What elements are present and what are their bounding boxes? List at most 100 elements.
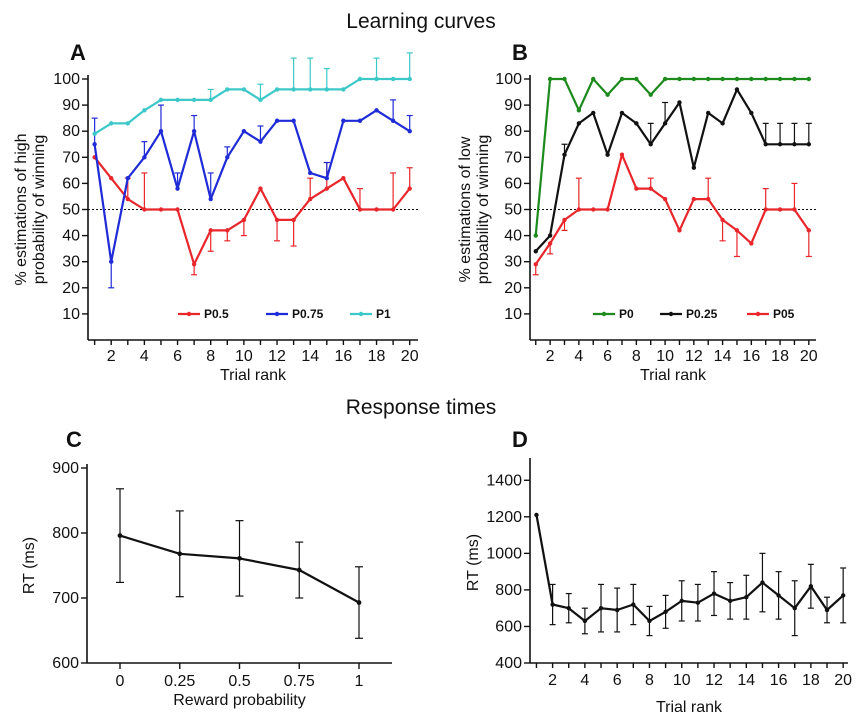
panel-b-series-p0-25-point-10 [662,121,668,126]
panel-b-x-tick-label-6: 6 [603,348,612,365]
panel-d-point-10 [679,598,684,604]
panel-b-series-p0-point-2 [547,76,553,82]
panel-b-x-tick-label-10: 10 [656,348,674,365]
panel-a-y-tick-label-90: 90 [62,97,80,114]
panel-d-y-tick-label-1200: 1200 [486,509,522,526]
panel-d-point-16 [776,593,781,598]
panel-a-x-tick-label-6: 6 [173,348,182,365]
panel-b-series-p0-point-9 [648,92,653,97]
panel-b-series-p05-point-17 [763,207,768,212]
panel-b-series-p0-point-7 [619,76,625,82]
panel-d-point-20 [840,593,846,598]
panel-a-series-p1-point-20 [407,76,412,82]
panel-a-series-p1-point-18 [374,76,379,82]
panel-b-x-tick-label-20: 20 [800,348,818,365]
panel-c-y-tick-label-600: 600 [52,655,79,672]
panel-d-letter: D [512,427,528,452]
panel-b-series-p0-25-point-6 [605,152,610,157]
panel-a-series-p0-5-point-20 [407,186,412,191]
panel-b-y-tick-label-10: 10 [504,306,522,323]
panel-a-series-p1-point-14 [308,87,313,92]
panel-d-point-19 [824,607,830,613]
panel-a-y-axis-title-line-1: % estimations of high [13,133,30,285]
panel-a-series-p1-point-17 [357,76,363,82]
panel-b-series-p0-point-1 [533,233,538,238]
panel-b-y-tick-label-60: 60 [504,175,522,192]
panel-d-x-tick-label-10: 10 [673,672,691,689]
panel-b-series-p0-25-point-7 [619,110,625,116]
panel-d-point-4 [582,618,588,624]
panel-b-series-p05-point-15 [734,228,740,233]
panel-d-y-tick-label-400: 400 [495,655,522,672]
panel-c-x-tick-label-0-75: 0.75 [284,673,315,690]
panel-a-y-tick-label-60: 60 [62,175,80,192]
panel-a-x-tick-label-8: 8 [206,348,215,365]
panel-b-series-p0-25-point-11 [677,100,682,105]
panel-b-series-p05-point-10 [662,196,668,202]
panel-a-y-tick-label-10: 10 [62,306,80,323]
panel-c-x-tick-label-0-5: 0.5 [228,673,250,690]
panel-d-point-9 [663,609,668,615]
panel-b-series-p05-point-18 [777,207,783,212]
panel-b-y-tick-label-90: 90 [504,97,522,114]
panel-c-y-tick-label-800: 800 [52,525,79,542]
panel-c-point-1 [356,600,362,605]
panel-b-series-p0-25-point-19 [792,142,797,147]
panel-a-series-p0-5-point-2 [109,175,114,181]
panel-b-legend-p05-swatch-marker [755,311,761,317]
panel-a-series-p0-75-point-5 [158,129,164,134]
panel-a-y-tick-label-100: 100 [53,71,80,88]
panel-d-y-tick-label-600: 600 [495,618,522,635]
panel-a-legend-p0-5-label: P0.5 [204,307,229,321]
panel-b-legend-p0-25-swatch-marker [668,311,674,317]
panel-b-series-p05-point-19 [792,207,797,212]
panel-b-y-tick-label-70: 70 [504,149,522,166]
panel-b-y-axis-title: % estimations of lowprobability of winni… [457,135,492,284]
panel-a-x-axis-title: Trial rank [220,367,287,384]
panel-b-series-p0-25-point-4 [576,121,582,126]
panel-c-point-0-25 [177,551,183,557]
panel-a-series-p0-5-point-13 [291,217,296,223]
panel-b-series-p0-point-3 [562,76,567,82]
panel-b-x-tick-label-14: 14 [714,348,732,365]
panel-b-series-p05-point-1 [533,262,538,267]
panel-a-series-p1-point-8 [208,97,213,103]
panel-a-series-p0-75-point-11 [258,139,263,144]
panel-a-series-p0-75-point-3 [125,175,130,181]
panel-a-series-p1-point-6 [175,97,180,103]
panel-b-series-p05-point-8 [634,186,639,191]
panel-b-series-p0-25-point-9 [648,142,653,147]
panel-a-y-tick-label-70: 70 [62,149,80,166]
panel-b-x-tick-label-2: 2 [546,348,555,365]
panel-a-series-p1-point-2 [109,121,114,126]
panel-b-series-p0-point-17 [763,76,768,82]
panel-a-x-tick-label-10: 10 [235,348,253,365]
panel-b-series-p05-point-11 [677,228,682,233]
panel-d-point-13 [727,598,733,604]
panel-d-point-14 [744,595,749,600]
panel-d-y-tick-label-800: 800 [495,582,522,599]
panel-d-x-tick-label-2: 2 [548,672,557,689]
panel-a-series-p0-75-point-1 [92,142,97,147]
panel-b-series-p0-point-13 [706,76,711,82]
panel-a-series-p0-75-point-7 [191,129,197,134]
panel-d-x-tick-label-6: 6 [613,672,622,689]
panel-a-series-p1-point-16 [341,87,346,92]
panel-a-x-tick-label-12: 12 [268,348,286,365]
panel-d-point-7 [631,602,636,607]
panel-a-x-tick-label-16: 16 [334,348,352,365]
panel-b-y-tick-label-100: 100 [495,71,522,88]
panel-a-series-p0-5-point-6 [175,207,180,212]
panel-b-y-tick-label-40: 40 [504,228,522,245]
panel-b-y-tick-label-20: 20 [504,280,522,297]
panel-b-legend-p0-25-label: P0.25 [686,307,718,321]
panel-c-x-tick-label-1: 1 [355,673,364,690]
panel-b-x-axis-title: Trial rank [640,367,707,384]
panel-d-point-8 [647,618,652,624]
panel-a-high-probability-chart: A 10 20 30 40 50 60 70 80 90 100 2 4 6 8 10 12 14 16 18 20 P0… [13,40,419,384]
panel-a-series-p0-75-point-8 [208,196,213,202]
panel-d-x-axis-title: Trial rank [656,699,723,715]
section-title-response-times: Response times [346,396,497,419]
panel-a-letter: A [70,40,86,65]
